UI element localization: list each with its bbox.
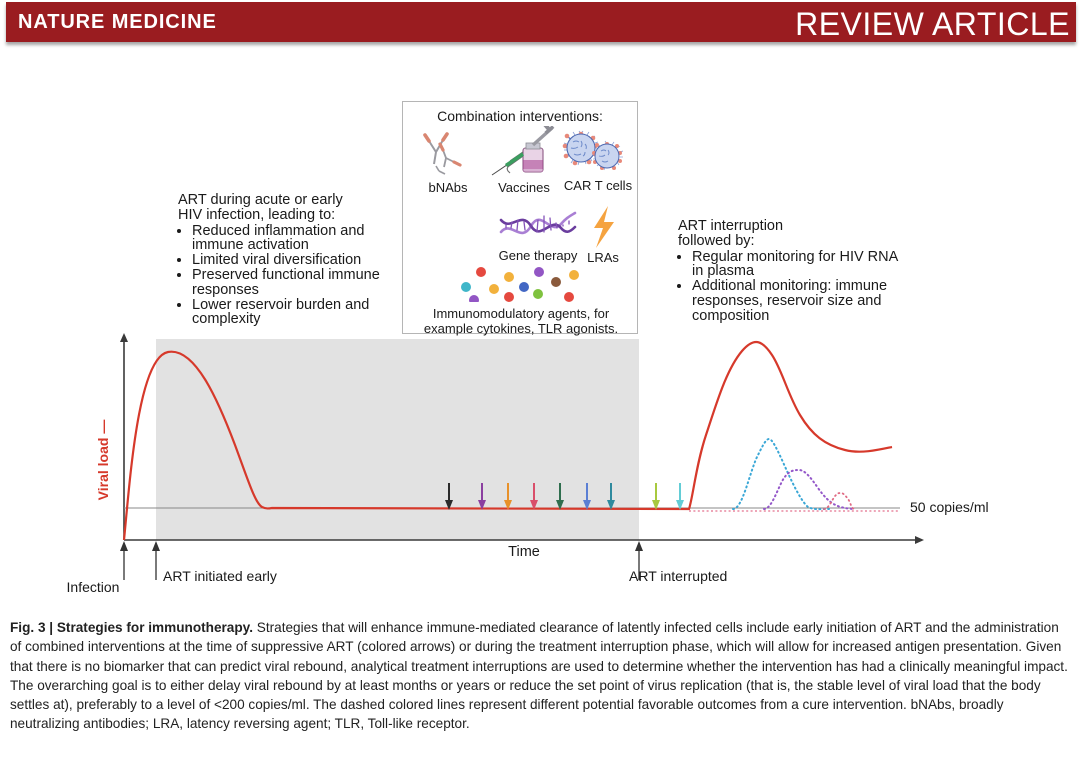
svg-text:50 copies/ml: 50 copies/ml	[910, 499, 989, 515]
svg-text:Infection: Infection	[67, 579, 120, 595]
svg-text:Viral load —: Viral load —	[95, 420, 111, 501]
svg-text:ART interrupted: ART interrupted	[629, 568, 727, 584]
svg-text:ART initiated early: ART initiated early	[163, 568, 277, 584]
svg-text:Time: Time	[508, 544, 540, 560]
